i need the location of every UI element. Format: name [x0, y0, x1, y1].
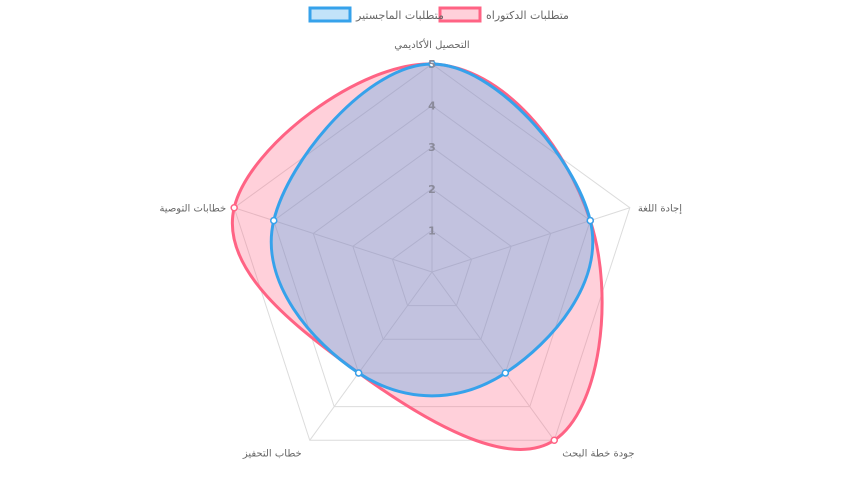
tick-label: 5 [428, 58, 436, 71]
data-point [354, 369, 363, 377]
data-point [230, 203, 238, 212]
legend-swatch [438, 6, 482, 23]
axis-label: خطابات التوصية [159, 204, 226, 215]
legend-label: متطلبات الدكتوراه [486, 9, 569, 22]
angle-line [431, 271, 555, 441]
tick-label: 4 [428, 100, 436, 113]
data-point [550, 436, 559, 445]
data-point [428, 60, 436, 68]
angle-line [431, 207, 630, 273]
data-point [269, 216, 278, 225]
axis-label: خطاب التحفيز [242, 448, 302, 459]
legend-swatch [308, 6, 352, 23]
legend-label: متطلبات الماجستير [355, 9, 444, 22]
tick-label: 3 [428, 141, 436, 154]
data-point [501, 369, 510, 377]
grid-ring [312, 146, 552, 374]
grid-ring [273, 104, 591, 408]
grid [233, 63, 631, 441]
series-2 [269, 60, 595, 398]
axis-label: التحصيل الأكاديمي [394, 38, 469, 51]
tick-label: 1 [428, 224, 436, 237]
grid-ring [391, 229, 473, 307]
angle-line [234, 207, 433, 273]
grid-ring [352, 188, 512, 340]
angle-line [309, 271, 433, 441]
tick-label: 2 [428, 183, 436, 196]
grid-ring [233, 63, 631, 441]
axis-label: إجادة اللغة [638, 204, 682, 215]
legend-item: متطلبات الدكتوراه [438, 6, 569, 23]
legend: متطلبات الدكتوراه متطلبات الماجستير [308, 6, 569, 23]
data-point [586, 216, 595, 225]
axis-label: جودة خطة البحث [562, 448, 634, 459]
legend-item: متطلبات الماجستير [308, 6, 444, 23]
series-area-2 [269, 62, 595, 398]
